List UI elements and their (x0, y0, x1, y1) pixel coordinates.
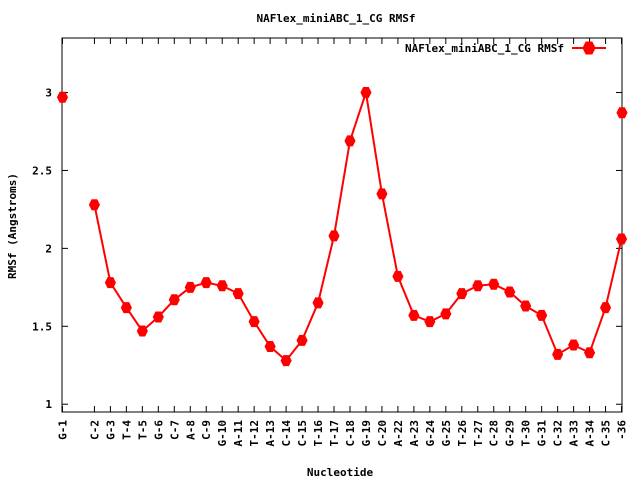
x-tick-label: G-31 (536, 420, 549, 447)
y-tick-label: 2 (45, 242, 52, 255)
x-tick-label: G-24 (424, 420, 437, 447)
data-point (536, 309, 548, 321)
legend-label: NAFlex_miniABC_1_CG RMSf (405, 42, 564, 55)
data-point (504, 286, 516, 298)
data-point (616, 107, 628, 119)
data-point (56, 91, 69, 103)
x-tick-label: T-4 (120, 420, 133, 440)
x-axis: G-1 C-2 G-3 T-4 T-5 G-6 C-7 A-8 C-9 G-10 A-11 T-12 A… (56, 38, 629, 447)
x-tick-label: A-8 (184, 420, 197, 440)
data-point (200, 277, 212, 289)
x-tick-label: T-17 (328, 420, 341, 447)
x-tick-label: T-27 (472, 420, 485, 447)
data-point (344, 135, 356, 147)
plot-frame (61, 37, 623, 413)
x-tick-label: A-33 (568, 420, 581, 447)
data-point (264, 341, 276, 353)
data-point (599, 302, 612, 314)
y-axis-label: RMSf (Angstroms) (6, 173, 19, 279)
data-point (136, 325, 148, 337)
x-tick-label: C-15 (296, 420, 309, 447)
x-tick-label: -36 (616, 420, 629, 440)
x-tick-label: A-22 (392, 420, 405, 447)
data-point (296, 334, 308, 346)
x-tick-label: G-25 (440, 420, 453, 447)
data-point (472, 280, 484, 292)
data-point (312, 297, 324, 309)
x-tick-label: C-14 (280, 420, 293, 447)
y-tick-label: 1 (45, 398, 52, 411)
data-point (440, 308, 452, 320)
x-tick-label: T-30 (520, 420, 533, 447)
chart-title: NAFlex_miniABC_1_CG RMSf (257, 12, 416, 25)
x-tick-label: T-12 (248, 420, 261, 447)
data-point (520, 300, 532, 312)
data-point (88, 199, 100, 211)
data-point (216, 280, 228, 292)
y-tick-label: 1.5 (32, 320, 52, 333)
data-point (488, 278, 500, 290)
data-point (376, 188, 388, 200)
legend-marker (582, 41, 596, 55)
x-axis-label: Nucleotide (307, 466, 374, 479)
data-point (232, 288, 244, 300)
y-tick-label: 2.5 (32, 164, 52, 177)
data-point (152, 311, 164, 323)
data-point (552, 348, 564, 360)
data-point (120, 302, 132, 314)
x-tick-label: A-13 (264, 420, 277, 447)
x-tick-label: C-7 (168, 420, 181, 440)
x-tick-label: C-28 (488, 420, 501, 447)
series-line (93, 92, 623, 363)
data-point (328, 230, 340, 242)
data-point (184, 281, 196, 293)
data-point (104, 277, 116, 289)
data-point (615, 233, 628, 245)
data-point (392, 270, 404, 282)
data-point (408, 309, 420, 321)
x-tick-label: T-5 (136, 420, 149, 440)
data-point (456, 288, 468, 300)
data-point (360, 87, 372, 99)
x-tick-label: G-1 (56, 420, 69, 440)
data-point (280, 355, 292, 367)
x-tick-label: G-10 (216, 420, 229, 447)
data-point (424, 316, 436, 328)
series-layer (56, 87, 628, 367)
x-tick-label: A-23 (408, 420, 421, 447)
x-tick-label: C-18 (344, 420, 357, 447)
data-point (584, 347, 596, 359)
data-point (568, 339, 580, 351)
legend: NAFlex_miniABC_1_CG RMSf (405, 41, 606, 55)
x-tick-label: G-6 (152, 420, 165, 440)
y-tick-label: 3 (45, 87, 52, 100)
x-tick-label: C-9 (200, 420, 213, 440)
x-tick-label: A-11 (232, 420, 245, 447)
x-tick-label: C-32 (552, 420, 565, 447)
x-tick-label: C-2 (88, 420, 101, 440)
x-tick-label: G-19 (360, 420, 373, 447)
y-axis: 1 1.5 2 2.5 3 (32, 87, 622, 411)
x-tick-label: C-20 (376, 420, 389, 447)
x-tick-label: G-29 (504, 420, 517, 447)
x-tick-label: G-3 (104, 420, 117, 440)
data-point (248, 316, 260, 328)
x-tick-label: A-34 (584, 420, 597, 447)
x-tick-label: T-26 (456, 420, 469, 447)
x-tick-label: T-16 (312, 420, 325, 447)
data-point (168, 294, 180, 306)
x-tick-label: C-35 (600, 420, 613, 447)
